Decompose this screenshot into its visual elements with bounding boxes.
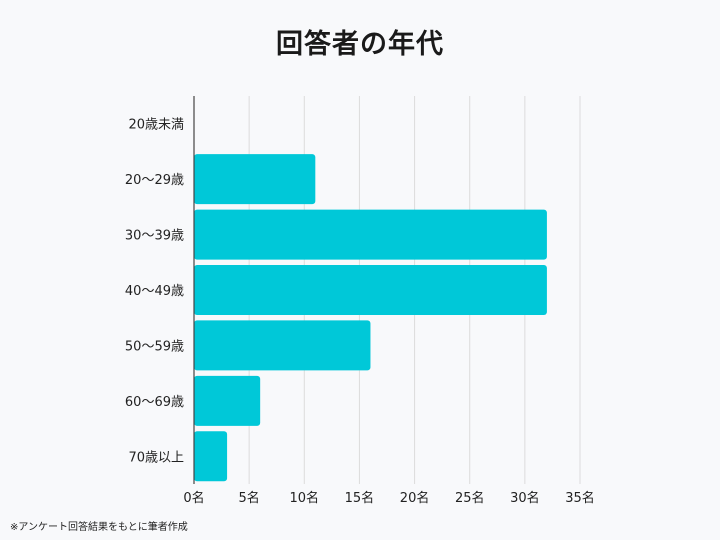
category-label: 20歳未満 [128, 118, 184, 133]
category-label: 20～29歳 [125, 173, 184, 188]
x-tick-label: 25名 [455, 490, 485, 506]
category-label: 70歳以上 [128, 450, 184, 465]
bar [194, 209, 547, 260]
x-tick-label: 0名 [183, 490, 204, 506]
x-tick-label: 5名 [239, 490, 260, 506]
category-label: 60～69歳 [125, 395, 184, 410]
x-tick-label: 15名 [345, 490, 375, 506]
x-tick-label: 35名 [565, 490, 595, 506]
category-label: 30～39歳 [125, 229, 184, 244]
category-label: 50～59歳 [125, 339, 184, 354]
bar [194, 375, 261, 426]
bar [194, 431, 228, 482]
category-label: 40～49歳 [125, 284, 184, 299]
chart-title: 回答者の年代 [276, 29, 444, 60]
footnote: ※アンケート回答結果をもとに筆者作成 [10, 522, 188, 533]
x-tick-label: 10名 [290, 490, 320, 506]
bar [194, 154, 316, 205]
bar [194, 265, 547, 315]
x-tick-label: 30名 [510, 490, 540, 506]
bar [194, 320, 371, 371]
x-tick-label: 20名 [400, 490, 430, 506]
